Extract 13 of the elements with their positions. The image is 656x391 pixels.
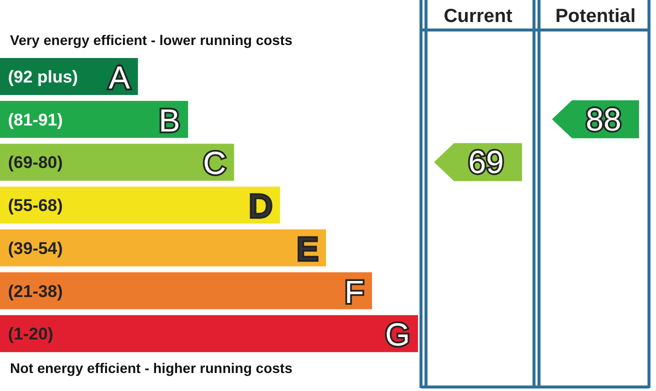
chart-title: Very energy efficient - lower running costs [10,32,292,48]
category-label: (55-68) D [8,188,272,224]
category-label: (69-80) C [8,145,226,182]
text: 88 [586,101,622,138]
category-label: (39-54) E [8,230,318,267]
category-label: (81-91) B [8,102,180,138]
text: 69 [468,144,504,180]
category-label: (21-38) F [8,274,364,310]
text: Potential [555,6,636,27]
text: Not energy efficient - higher running costs [10,360,292,376]
text: Current [444,6,513,27]
category-label: (92 plus) A [8,60,130,96]
category-label: (1-20) G [8,316,410,353]
